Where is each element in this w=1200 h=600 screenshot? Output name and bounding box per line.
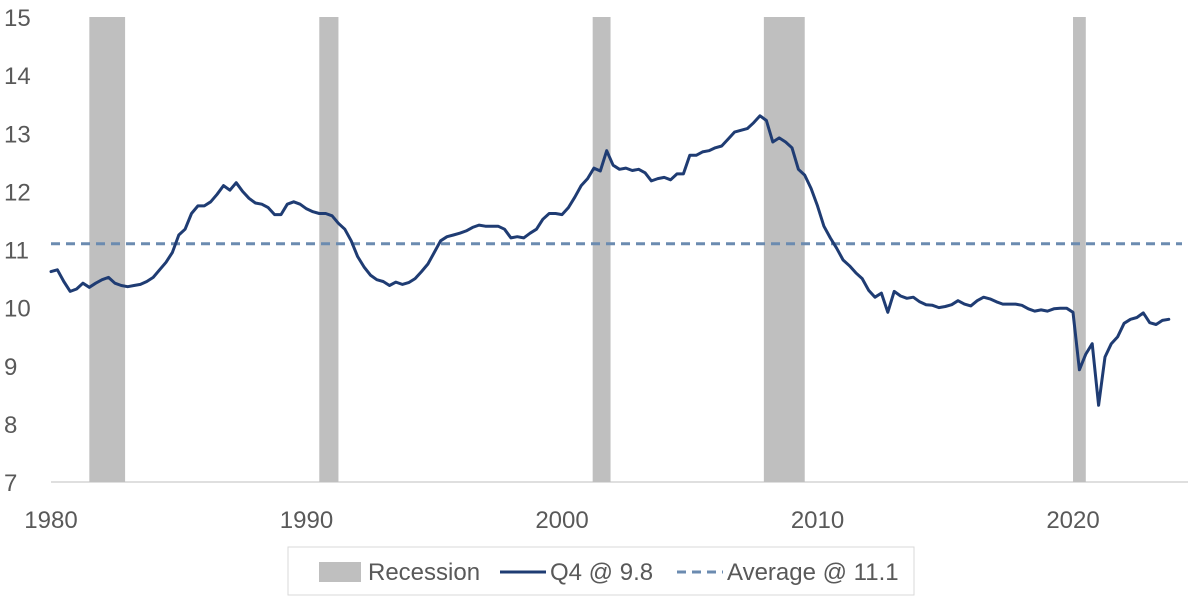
legend-recession-swatch [319,562,361,582]
y-tick-label: 7 [4,470,17,497]
legend-recession-label: Recession [368,559,480,586]
y-tick-label: 12 [4,179,31,206]
legend-series-label: Q4 @ 9.8 [550,559,653,586]
recession-band-2 [319,17,339,482]
series-line-group [49,114,1171,407]
y-tick-label: 8 [4,412,17,439]
y-tick-label: 13 [4,121,31,148]
x-tick-label: 1990 [280,507,333,534]
x-tick-label: 2020 [1046,507,1099,534]
y-axis-ticks: 7 8 9 10 11 12 13 14 15 [4,5,31,497]
legend: Recession Q4 @ 9.8 Average @ 11.1 [287,546,915,596]
y-tick-label: 14 [4,63,31,90]
recession-band-3 [592,17,611,482]
legend-average-label: Average @ 11.1 [727,559,899,586]
series-line-1 [49,114,1171,407]
x-tick-label: 1980 [24,507,77,534]
y-tick-label: 15 [4,5,31,32]
legend-box [287,546,915,596]
recession-bands [89,17,1086,482]
y-tick-label: 11 [4,238,29,265]
y-tick-label: 9 [4,354,17,381]
recession-band-4 [763,17,805,482]
recession-band-5 [1073,17,1086,482]
recession-band-1 [89,17,126,482]
y-tick-label: 10 [4,296,31,323]
x-axis-ticks: 1980 1990 2000 2010 2020 [24,507,1099,534]
x-tick-label: 2000 [535,507,588,534]
x-tick-label: 2010 [791,507,844,534]
